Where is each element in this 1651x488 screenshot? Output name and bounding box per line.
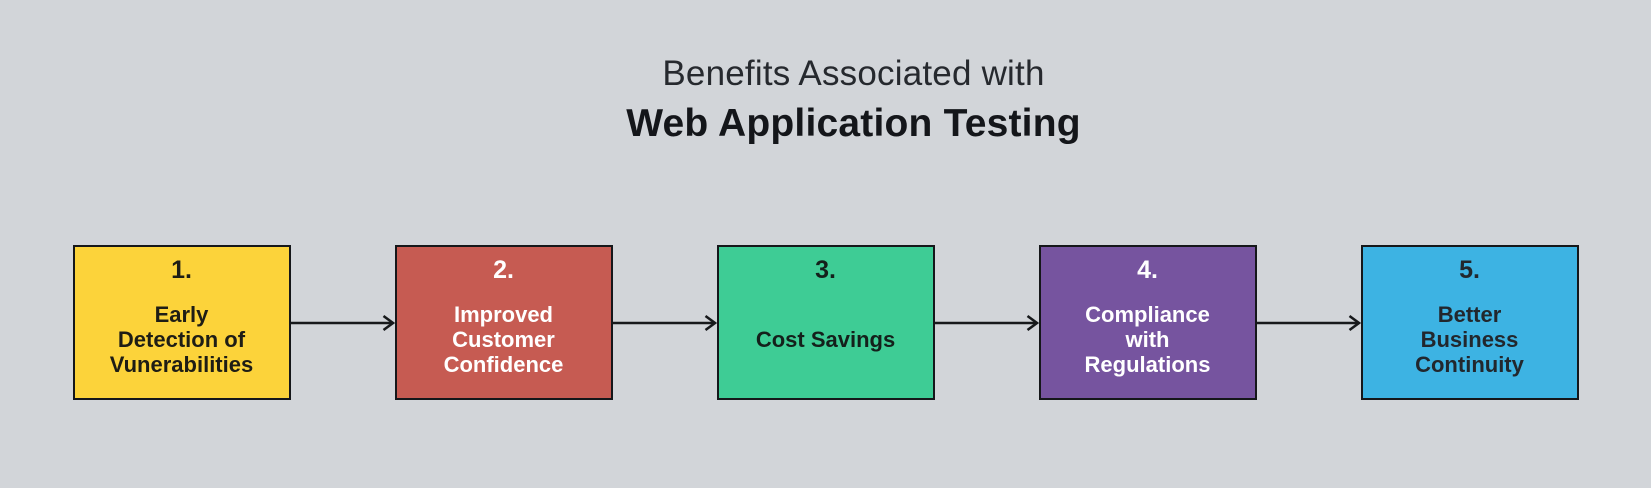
step-box-1: 1. Early Detection of Vunerabilities [72,245,291,400]
flow-arrow-icon [1256,314,1361,331]
step-label: Better Business Continuity [1415,301,1524,377]
step-label-wrap: Compliance with Regulations [1041,285,1255,399]
title-line-regular: Benefits Associated with [662,54,1045,93]
flow-arrow-icon [934,314,1039,331]
flow-arrow-icon [290,314,395,331]
step-label-wrap: Cost Savings [719,285,933,399]
step-box-2: 2. Improved Customer Confidence [394,245,613,400]
step-label: Compliance with Regulations [1084,301,1211,377]
step-label: Cost Savings [755,326,896,352]
step-label: Early Detection of Vunerabilities [109,301,254,377]
step-label: Improved Customer Confidence [443,301,564,377]
step-label-wrap: Better Business Continuity [1363,285,1577,399]
step-number: 5. [1459,256,1480,284]
step-number: 2. [493,256,514,284]
step-label-wrap: Improved Customer Confidence [397,285,611,399]
process-flow: 1. Early Detection of Vunerabilities 2. … [0,245,1651,400]
step-box-3: 3. Cost Savings [716,245,935,400]
step-number: 4. [1137,256,1158,284]
step-label-wrap: Early Detection of Vunerabilities [75,285,289,399]
title-line-bold: Web Application Testing [626,102,1081,146]
diagram-title: Benefits Associated with Web Application… [28,54,1651,148]
flow-arrow-icon [612,314,717,331]
step-box-5: 5. Better Business Continuity [1360,245,1579,400]
step-number: 3. [815,256,836,284]
step-box-4: 4. Compliance with Regulations [1038,245,1257,400]
step-number: 1. [171,256,192,284]
